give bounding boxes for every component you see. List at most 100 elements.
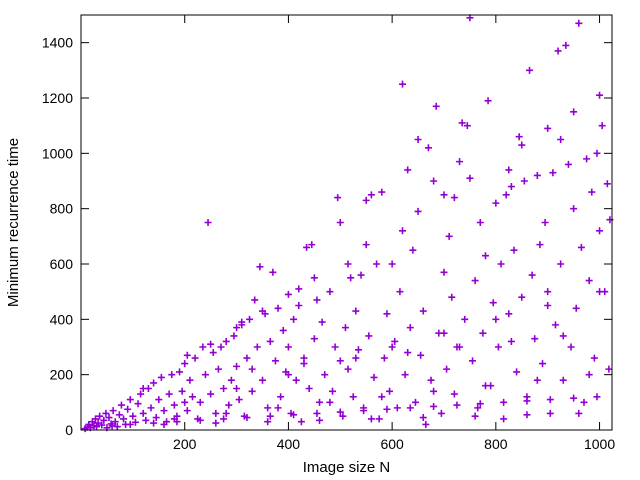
data-point <box>518 293 526 301</box>
y-tick-label: 800 <box>50 201 74 217</box>
data-point <box>362 196 370 204</box>
data-point <box>492 199 500 207</box>
data-point <box>476 400 484 408</box>
data-point <box>422 420 430 428</box>
data-point <box>479 329 487 337</box>
y-tick-label: 200 <box>50 367 74 383</box>
data-point <box>481 382 489 390</box>
x-tick-label: 600 <box>380 436 404 452</box>
data-point <box>308 241 316 249</box>
data-point <box>570 394 578 402</box>
data-point <box>585 371 593 379</box>
data-point <box>404 349 412 357</box>
data-point <box>155 396 163 404</box>
data-point <box>129 412 137 420</box>
data-point <box>557 260 565 268</box>
data-point <box>334 194 342 202</box>
data-point <box>217 343 225 351</box>
data-points <box>81 14 614 433</box>
data-point <box>411 398 419 406</box>
data-point <box>341 324 349 332</box>
data-point <box>575 409 583 417</box>
data-point <box>297 418 305 426</box>
data-point <box>160 407 168 415</box>
data-point <box>165 390 173 398</box>
data-point <box>481 252 489 260</box>
data-point <box>414 136 422 143</box>
data-point <box>168 371 176 379</box>
data-point <box>388 260 396 268</box>
data-point <box>170 415 178 423</box>
data-point <box>233 362 241 370</box>
data-point <box>520 177 528 185</box>
data-point <box>474 404 482 412</box>
data-point <box>310 274 318 282</box>
data-point <box>386 387 394 395</box>
data-point <box>603 180 611 188</box>
data-point <box>253 343 261 351</box>
data-point <box>92 415 100 423</box>
data-point <box>220 415 228 423</box>
data-point <box>243 354 251 362</box>
data-point <box>199 343 207 351</box>
data-point <box>360 407 368 415</box>
y-tick-label: 400 <box>50 311 74 327</box>
y-axis-label: Minimum recurrence time <box>5 138 22 307</box>
data-point <box>500 398 508 406</box>
data-point <box>233 385 241 392</box>
plot-frame <box>80 14 613 431</box>
data-point <box>443 365 451 373</box>
data-point <box>536 241 544 249</box>
data-point <box>476 219 484 226</box>
data-point <box>466 174 474 182</box>
data-point <box>375 415 383 423</box>
data-point <box>316 398 324 406</box>
data-point <box>207 390 215 398</box>
data-point <box>489 299 497 307</box>
data-point <box>94 419 102 427</box>
data-point <box>111 418 119 426</box>
y-tick-label: 1000 <box>42 145 73 161</box>
data-point <box>445 232 453 240</box>
data-point <box>378 188 386 196</box>
data-point <box>456 343 464 351</box>
data-point <box>559 332 567 340</box>
data-point <box>352 354 360 362</box>
data-point <box>424 144 432 152</box>
data-point <box>318 318 326 326</box>
data-point <box>290 411 298 419</box>
data-point <box>471 277 479 285</box>
data-point <box>391 337 399 345</box>
data-point <box>505 166 513 174</box>
data-point <box>427 376 435 384</box>
data-point <box>277 393 285 401</box>
y-tick-label: 1200 <box>42 90 73 106</box>
data-point <box>450 194 458 202</box>
data-point <box>295 302 303 309</box>
data-point <box>222 337 230 345</box>
data-point <box>246 315 254 323</box>
data-point <box>313 296 321 304</box>
data-point <box>339 412 347 420</box>
data-point <box>274 304 282 312</box>
data-point <box>264 404 272 412</box>
data-point <box>588 188 596 196</box>
data-point <box>596 91 604 99</box>
data-point <box>191 354 199 362</box>
data-point <box>492 315 500 323</box>
data-point <box>279 326 287 334</box>
data-point <box>238 318 246 326</box>
data-point <box>326 398 334 406</box>
data-point <box>93 423 101 431</box>
data-point <box>115 411 123 419</box>
data-point <box>564 160 572 168</box>
data-point <box>596 227 604 235</box>
data-point <box>570 108 578 116</box>
data-point <box>417 351 425 359</box>
data-point <box>209 349 217 357</box>
data-point <box>370 373 378 381</box>
data-point <box>251 296 259 304</box>
data-point <box>222 409 230 417</box>
data-point <box>430 402 438 410</box>
